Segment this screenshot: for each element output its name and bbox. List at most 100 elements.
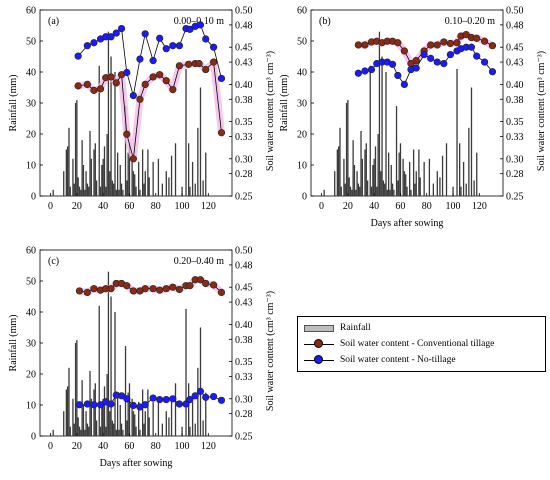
panel-c-ct-point <box>217 288 226 297</box>
panel-a-rain-bar <box>118 189 120 196</box>
panel-a-rain-bar <box>148 177 150 196</box>
panel-b-rain-bar <box>410 189 412 196</box>
panel-b-y2tick-label: 0.48 <box>506 20 524 31</box>
panel-c-rain-bar <box>67 386 69 436</box>
panel-b-rain-bar <box>462 161 465 196</box>
panel-b-xtick-label: 80 <box>422 201 432 212</box>
panel-a-nt-point <box>112 29 120 37</box>
panel-b-ylabel: Rainfall (mm) <box>279 75 290 132</box>
panel-b-xtick-label: 20 <box>343 201 353 212</box>
panel-c-nt-point <box>175 400 183 408</box>
panel-b-ct-point <box>446 39 454 48</box>
panel-b-rain-bar <box>414 183 416 196</box>
legend-ct-swatch <box>304 339 334 349</box>
panel-b-rain-bar <box>357 183 360 196</box>
panel-b-xtick-label: 120 <box>472 201 487 212</box>
panel-a-rain-bar <box>52 189 54 196</box>
panel-b-rain-bar <box>393 189 395 196</box>
panel-b-rain-bar <box>459 143 461 196</box>
panel-c-rain-bar <box>72 398 74 436</box>
panel-b-rain-bar <box>452 186 454 196</box>
panel-c-nt-point <box>182 400 190 408</box>
panel-c-xlabel: Days after sowing <box>100 458 173 469</box>
panel-a-rain-bar <box>134 174 136 196</box>
panel-b-rain-bar <box>384 183 386 196</box>
panel-a-ct-point <box>90 86 98 94</box>
panel-b-depth-label: 0.10–0.20 m <box>445 16 496 27</box>
panel-a-ct-point <box>123 130 131 138</box>
panel-b-rain-bar <box>380 171 382 196</box>
panel-c-rain-bar <box>161 423 164 436</box>
panel-b-ytick-label: 10 <box>297 161 307 172</box>
panel-c-y2tick-label: 0.25 <box>235 432 253 443</box>
panel-b-ct-point <box>412 56 420 65</box>
panel-c-rain-bar <box>189 426 191 436</box>
panel-c-rain-bar <box>205 392 207 436</box>
panel-a-nt-point <box>129 91 137 100</box>
panel-c-rain-bar <box>148 417 150 436</box>
panel-a-ct-point <box>149 73 157 81</box>
panel-c-rain-bar <box>90 398 92 436</box>
panel-a-y2tick-label: 0.35 <box>235 117 253 128</box>
panel-a-y2tick-label: 0.50 <box>235 6 253 17</box>
panel-a-rain-bar <box>102 158 104 196</box>
panel-a-rain-bar <box>126 180 128 196</box>
panel-a-rain-bar <box>107 31 110 197</box>
panel-a-rain-bar <box>128 143 131 196</box>
panel-c-rain-bar <box>139 429 141 436</box>
panel-a-ct-point <box>209 58 218 66</box>
panel-a-rain-bar <box>68 127 70 196</box>
panel-b-y2tick-label: 0.28 <box>506 169 524 180</box>
panel-b-rain-bar <box>398 152 400 196</box>
panel-a-rain-bar <box>95 180 98 196</box>
panel-a-ct-point <box>169 86 177 94</box>
panel-b-nt-point <box>467 43 476 51</box>
panel-c-y2tick-label: 0.50 <box>235 246 253 257</box>
panel-b-rain-bar <box>409 161 411 196</box>
panel-b-group: 0 10 20 30 40 50 60 0.25 0.28 0.30 0.33 0.35 0.38 0.4… <box>279 6 547 230</box>
panel-b-nt-point <box>367 65 376 74</box>
panel-b-rain-bar <box>378 31 381 197</box>
panel-c-ylabel: Rainfall (mm) <box>8 315 19 372</box>
panel-c-rain-bar <box>185 308 187 436</box>
panel-b-rain-bar <box>366 180 369 196</box>
panel-b-rain-bar <box>323 189 325 196</box>
panel-b-rain-bar <box>351 189 353 196</box>
panel-c-rain-bar <box>111 420 114 436</box>
panel-a-rain-bar <box>144 171 146 196</box>
panel-c-nt-point <box>202 393 210 401</box>
panel-a-ct-point <box>141 80 149 88</box>
panel-b-rain-bar <box>352 140 354 196</box>
panel-a-y2tick-label: 0.45 <box>235 43 253 54</box>
panel-a-rain-bar <box>197 127 199 196</box>
panel-a-depth-label: 0.00–0.10 m <box>174 16 225 27</box>
panel-b-xtick-label: 60 <box>395 201 405 212</box>
panel-a-nt-point <box>90 39 98 47</box>
panel-b-rain-bar <box>348 177 350 196</box>
panel-c-y2tick-label: 0.28 <box>235 409 253 420</box>
panel-c-rain-bar <box>102 398 104 436</box>
panel-a-nt-point <box>141 30 149 38</box>
panel-c-ct-point <box>202 279 210 288</box>
panel-c-nt-point <box>129 401 137 410</box>
panel-a-rain-bar <box>114 72 116 196</box>
panel-b-rain-bar <box>340 186 342 196</box>
panel-a-rain-bar <box>89 130 91 196</box>
panel-c-ct-point <box>90 285 98 293</box>
panel-c-ytick-label: 60 <box>26 246 36 257</box>
panel-a-xtick-label: 100 <box>175 201 190 212</box>
panel-c-rain-bar <box>194 423 196 436</box>
legend-item-ct: Soil water content - Conventional tillag… <box>304 337 494 351</box>
panel-c-rain-bar <box>191 401 194 436</box>
panel-a-rain-bar <box>113 183 115 196</box>
panel-a-nt-point <box>169 42 177 50</box>
panel-c-xtick-label: 80 <box>151 441 161 452</box>
panel-b-ct-point <box>394 39 402 47</box>
panel-c-nt-point <box>186 395 194 404</box>
panel-c-y2tick-label: 0.30 <box>235 394 253 405</box>
panel-b-rain-bar <box>391 183 394 196</box>
panel-a-rain-bar <box>143 183 145 196</box>
panel-c-ct-point <box>123 282 131 290</box>
panel-b-rain-bar <box>372 165 374 196</box>
panel-b-rain-bar <box>349 186 352 196</box>
